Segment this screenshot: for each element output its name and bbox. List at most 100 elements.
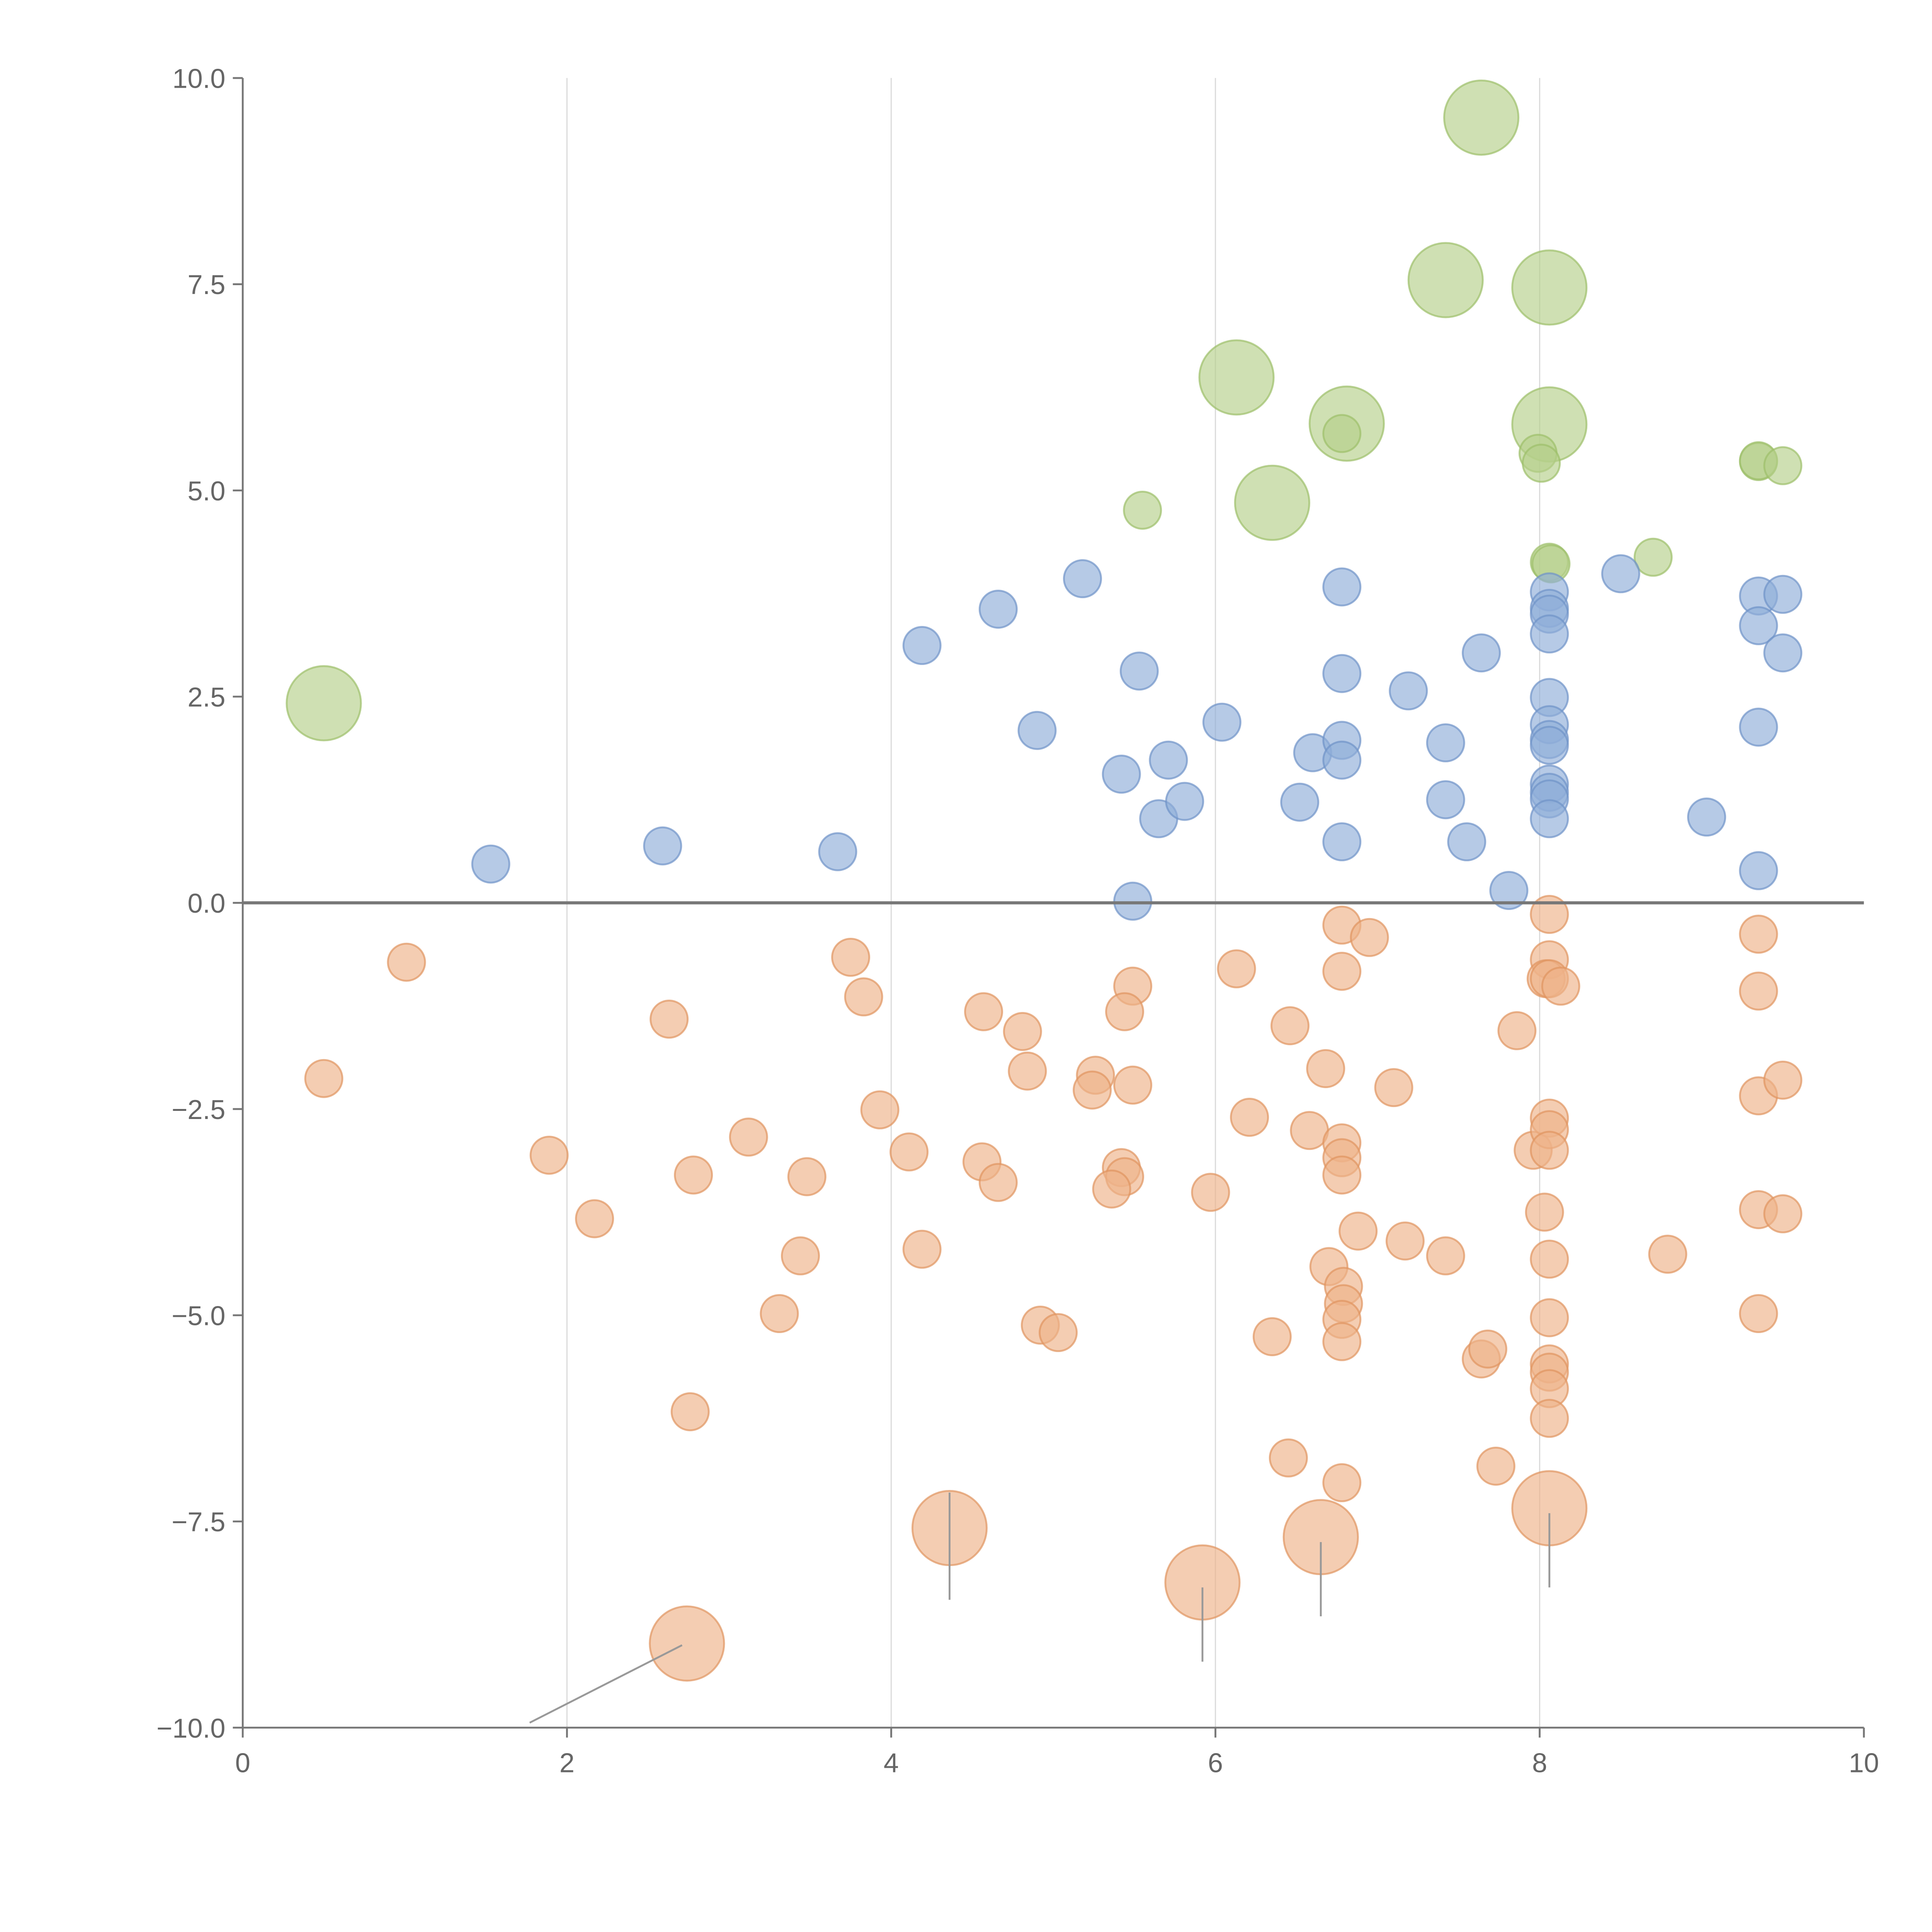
point-blue — [471, 844, 510, 884]
point-blue — [1763, 575, 1803, 614]
point-orange — [729, 1117, 768, 1157]
point-green — [1198, 339, 1275, 416]
point-blue — [1687, 798, 1726, 837]
point-orange — [1230, 1098, 1269, 1137]
point-blue — [1462, 633, 1501, 673]
point-blue — [902, 626, 942, 665]
y-tick-label: −7.5 — [172, 1507, 225, 1537]
point-blue — [1389, 671, 1428, 711]
x-tick-label: 6 — [1208, 1748, 1223, 1778]
point-orange — [1530, 1298, 1569, 1337]
point-orange — [529, 1136, 569, 1175]
point-orange — [1497, 1011, 1537, 1050]
point-orange — [674, 1155, 713, 1195]
point-blue — [978, 590, 1018, 629]
point-blue — [1447, 822, 1486, 862]
point-blue — [1322, 822, 1362, 862]
point-orange — [1113, 1065, 1153, 1105]
x-tick-label: 2 — [560, 1748, 575, 1778]
point-green — [1322, 414, 1362, 453]
point-orange — [1739, 1294, 1778, 1333]
point-orange — [860, 1090, 900, 1129]
point-orange — [1338, 1211, 1378, 1251]
point-orange — [787, 1157, 827, 1196]
point-blue — [1017, 711, 1057, 750]
point-orange — [1739, 915, 1778, 954]
point-blue — [818, 832, 857, 871]
point-orange — [1541, 966, 1580, 1006]
y-tick-label: 10.0 — [172, 63, 225, 94]
point-orange — [760, 1294, 799, 1333]
leader-lines — [529, 1492, 1551, 1724]
point-orange — [1385, 1221, 1425, 1261]
point-orange — [1322, 1155, 1362, 1195]
point-orange — [1530, 1131, 1569, 1170]
point-orange — [1476, 1447, 1515, 1486]
point-blue — [1149, 740, 1188, 780]
point-orange — [1191, 1173, 1230, 1212]
point-blue — [1739, 851, 1778, 890]
point-blue — [1063, 559, 1102, 599]
point-orange — [1269, 1438, 1308, 1478]
point-blue — [1763, 633, 1803, 673]
point-blue — [1530, 726, 1569, 765]
point-blue — [1530, 614, 1569, 654]
point-orange — [1468, 1329, 1507, 1369]
leader-line — [529, 1644, 683, 1724]
axes: 0 2 4 6 8 10 10.0 7.5 5.0 2.5 0.0 −2.5 −5.0 −7.5 −10.0 — [156, 63, 1879, 1778]
point-orange — [1217, 949, 1256, 988]
point-blue — [1280, 782, 1320, 822]
point-orange — [650, 1000, 689, 1039]
point-orange — [902, 1230, 942, 1269]
point-orange — [1105, 992, 1145, 1031]
point-blue — [1426, 723, 1465, 762]
point-orange — [1530, 1399, 1569, 1438]
y-tick-label: 2.5 — [187, 682, 225, 713]
point-orange — [1322, 1322, 1362, 1361]
point-blue — [643, 826, 682, 866]
point-blue — [1165, 782, 1204, 821]
point-orange — [1350, 918, 1389, 957]
point-orange — [1530, 1240, 1569, 1279]
point-green — [1123, 490, 1162, 530]
point-orange — [387, 942, 426, 982]
point-orange — [1252, 1317, 1292, 1356]
point-orange — [1003, 1012, 1042, 1051]
point-green — [1443, 79, 1520, 156]
point-orange — [1763, 1194, 1803, 1233]
x-tick-label: 4 — [884, 1748, 899, 1778]
point-orange — [1073, 1070, 1112, 1110]
point-green — [1511, 249, 1588, 326]
point-orange — [304, 1059, 344, 1098]
point-orange — [1270, 1006, 1310, 1046]
point-green — [1234, 464, 1310, 541]
y-tick-label: 7.5 — [187, 269, 225, 300]
point-orange — [889, 1132, 929, 1172]
point-orange — [1322, 952, 1362, 991]
point-blue — [1322, 654, 1362, 693]
data-points — [286, 79, 1803, 1682]
x-tick-label: 10 — [1849, 1748, 1879, 1778]
point-blue — [1489, 871, 1529, 910]
point-green — [1407, 242, 1484, 318]
point-orange — [1039, 1313, 1078, 1352]
y-tick-label: 5.0 — [187, 476, 225, 506]
point-orange — [1530, 895, 1569, 934]
y-tick-label: −5.0 — [172, 1300, 225, 1331]
y-tick-label: 0.0 — [187, 888, 225, 918]
point-blue — [1322, 740, 1362, 780]
point-blue — [1102, 755, 1141, 794]
point-green — [1763, 446, 1803, 485]
point-blue — [1601, 554, 1640, 594]
point-blue — [1322, 567, 1362, 607]
point-orange — [964, 992, 1003, 1031]
point-orange — [670, 1392, 710, 1432]
point-orange — [831, 937, 871, 977]
point-green — [286, 665, 362, 742]
point-orange — [978, 1163, 1018, 1202]
x-tick-label: 0 — [235, 1748, 250, 1778]
point-orange — [1426, 1236, 1465, 1276]
point-orange — [1763, 1061, 1803, 1100]
point-orange — [1092, 1169, 1131, 1209]
